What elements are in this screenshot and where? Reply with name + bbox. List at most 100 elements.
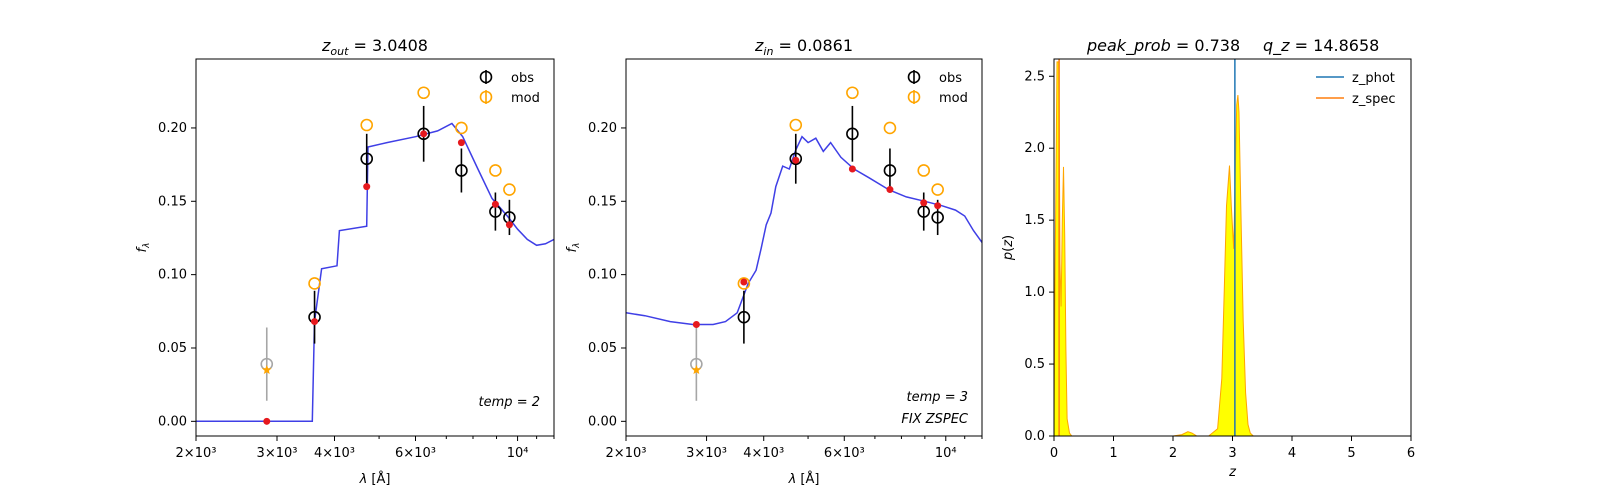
annotation: temp = 2 <box>479 395 540 410</box>
y-tick-label: 0.5 <box>1024 357 1045 372</box>
band-flux-dot <box>263 417 271 425</box>
legend-label: z_spec <box>1352 92 1396 107</box>
annotation: FIX ZSPEC <box>901 412 969 427</box>
band-flux-dot <box>848 165 856 173</box>
sed-panel-1: 2×10³ 3×10³ 4×10³ 6×10³ 10⁴ 0.00 0.05 0.10 0.15 0… <box>135 36 555 487</box>
y-axis-symbol: f <box>135 245 150 252</box>
pdf-fill <box>1054 61 1352 436</box>
obs-point <box>455 164 468 177</box>
y-tick-label: 2.5 <box>1024 69 1045 84</box>
mod-point <box>503 183 516 196</box>
x-tick-label: 0 <box>1050 446 1058 461</box>
obs-point <box>360 152 374 166</box>
x-tick-label: 3 <box>1228 446 1236 461</box>
mod-point <box>931 183 944 196</box>
band-flux-dot <box>920 199 928 207</box>
band-flux-dot <box>363 183 371 191</box>
band-flux-dot <box>420 130 428 138</box>
x-tick-label: 4×10³ <box>314 446 355 461</box>
mod-point <box>846 86 859 100</box>
x-tick-label: 2×10³ <box>176 446 217 461</box>
band-flux-dot <box>792 156 800 164</box>
axes-frame <box>195 58 555 437</box>
x-axis-unit: [Å] <box>371 471 390 487</box>
band-flux-dot <box>311 318 319 326</box>
y-tick-label: 0.20 <box>158 121 187 136</box>
x-tick-label: 2×10³ <box>606 446 647 461</box>
x-tick-label: 3×10³ <box>686 446 727 461</box>
y-axis-paren: ) <box>1001 235 1016 240</box>
mod-star-point <box>691 365 702 374</box>
x-tick-label: 5 <box>1347 446 1355 461</box>
title-var: q_z <box>1263 36 1290 56</box>
y-tick-label: 0.00 <box>588 414 617 429</box>
x-axis-label: z <box>1228 465 1237 480</box>
obs-point <box>417 127 430 141</box>
y-axis-paren: ( <box>1001 247 1016 252</box>
y-tick-label: 0.05 <box>588 341 617 356</box>
pz-panel: 0 1 2 3 4 5 60.00.51.01.52.02.5zp(z)peak_prob … <box>1001 36 1415 480</box>
legend-label: obs <box>939 71 962 86</box>
obs-point <box>737 310 751 324</box>
plot-area <box>196 86 554 425</box>
y-axis-var: z <box>1001 239 1016 248</box>
title-peak-prob: peak_prob = 0.738 <box>1086 36 1240 56</box>
title-value: = 0.738 <box>1171 36 1240 55</box>
title-sub: out <box>330 45 349 58</box>
obs-point <box>931 211 944 224</box>
obs-point <box>846 127 859 141</box>
title-var: z <box>321 36 331 55</box>
band-flux-dot <box>886 186 894 194</box>
mod-point <box>883 121 897 135</box>
y-tick-label: 0.10 <box>158 268 187 283</box>
mod-point <box>789 118 803 132</box>
x-axis-symbol: λ <box>359 472 372 487</box>
legend-label: z_phot <box>1352 71 1395 86</box>
pdf-line <box>1054 61 1352 436</box>
band-flux-dot <box>740 278 748 286</box>
model-spectrum-line <box>626 135 982 326</box>
y-axis-label: p(z) <box>1001 235 1016 261</box>
y-axis-sub: λ <box>572 243 582 249</box>
band-flux-dot <box>491 200 499 208</box>
sed-panel-2: 2×10³ 3×10³ 4×10³ 6×10³ 10⁴ 0.00 0.05 0.10 0.15 0… <box>565 36 983 487</box>
mod-point <box>917 164 931 177</box>
x-tick-label: 1 <box>1109 446 1117 461</box>
legend-label: obs <box>511 71 534 86</box>
model-spectrum-line <box>196 122 554 423</box>
title-var: z <box>754 36 764 55</box>
x-tick-label: 6×10³ <box>824 446 865 461</box>
y-axis-label: fλ <box>565 243 582 253</box>
y-axis-sub: λ <box>142 243 152 249</box>
mod-point <box>417 86 430 100</box>
x-axis-symbol: λ <box>788 472 801 487</box>
x-axis-label: λ [Å] <box>788 471 820 487</box>
title-var: peak_prob <box>1086 36 1171 56</box>
title-value: = 3.0408 <box>348 36 428 55</box>
legend-label: mod <box>939 91 968 106</box>
y-tick-label: 0.15 <box>158 194 187 209</box>
y-tick-label: 1.0 <box>1024 285 1045 300</box>
annotation: temp = 3 <box>907 390 968 405</box>
panel-title: zout = 3.0408 <box>321 36 428 58</box>
y-tick-label: 0.10 <box>588 268 617 283</box>
title-sub: in <box>763 45 773 58</box>
y-axis-fn: p <box>1001 252 1016 261</box>
mod-point <box>737 277 751 290</box>
mod-point <box>489 164 502 177</box>
mod-point <box>308 277 321 290</box>
axes-frame <box>625 58 983 437</box>
legend-marker <box>479 90 493 104</box>
legend-label: mod <box>511 91 540 106</box>
band-flux-dot <box>692 321 700 329</box>
x-tick-label: 10⁴ <box>507 446 529 461</box>
y-tick-label: 0.15 <box>588 194 617 209</box>
mod-star-point <box>262 365 272 374</box>
x-tick-label: 6×10³ <box>395 446 436 461</box>
x-tick-label: 2 <box>1169 446 1177 461</box>
plot-area <box>626 86 982 401</box>
band-flux-dot <box>505 221 513 229</box>
band-flux-dot <box>457 139 465 147</box>
band-flux-dot <box>934 202 942 210</box>
